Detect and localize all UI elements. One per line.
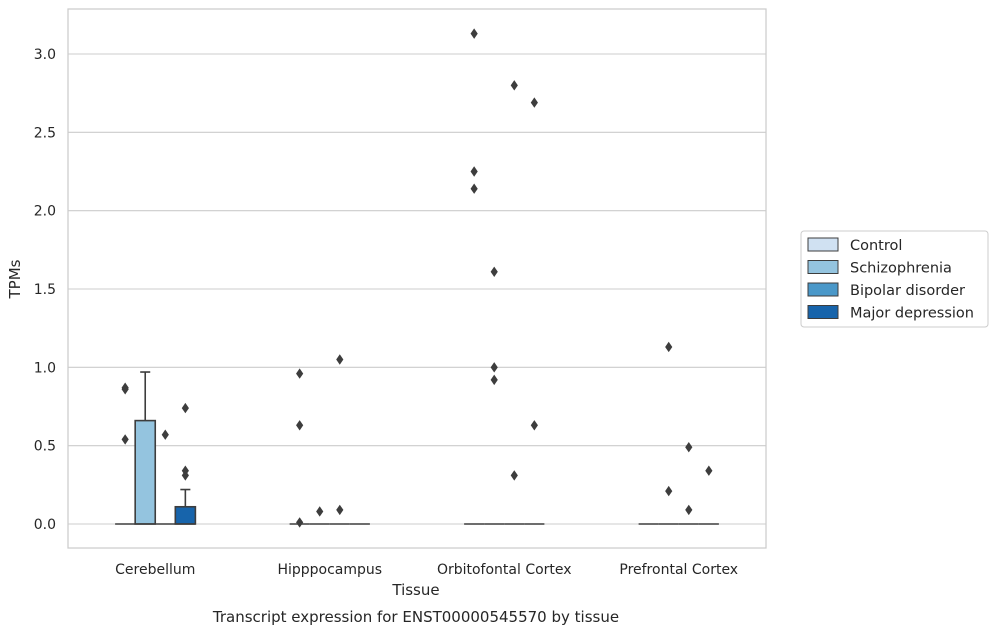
outlier-point bbox=[470, 183, 478, 194]
box-body bbox=[134, 419, 157, 525]
legend-label: Major depression bbox=[850, 306, 974, 322]
x-tick-label: Hipppocampus bbox=[277, 562, 382, 578]
box-2-2 bbox=[504, 80, 525, 525]
outlier-point bbox=[490, 362, 498, 373]
legend-label: Schizophrenia bbox=[850, 261, 952, 277]
box-3-2 bbox=[524, 97, 545, 525]
outlier-point bbox=[296, 368, 304, 379]
box-2-0 bbox=[155, 429, 176, 525]
box-0-1 bbox=[289, 368, 310, 528]
box-body bbox=[174, 505, 197, 525]
outlier-point bbox=[685, 504, 693, 516]
outlier-point bbox=[510, 470, 518, 481]
y-tick-label: 2.0 bbox=[34, 204, 56, 220]
legend: Control Schizophrenia Bipolar disorder Majo… bbox=[800, 230, 989, 328]
outlier-point bbox=[685, 442, 693, 453]
x-tick-label: Cerebellum bbox=[115, 562, 195, 578]
y-tick-label: 1.5 bbox=[34, 282, 56, 298]
outlier-point bbox=[530, 97, 538, 108]
box-2-1 bbox=[329, 354, 350, 525]
outlier-point bbox=[296, 420, 304, 431]
outlier-point bbox=[181, 402, 189, 414]
boxes-layer bbox=[115, 28, 719, 528]
x-axis-title: Tissue bbox=[391, 581, 439, 599]
gridlines bbox=[68, 53, 766, 525]
outlier-point bbox=[490, 374, 498, 386]
outlier-point bbox=[316, 506, 324, 517]
outlier-point bbox=[181, 465, 189, 476]
box-1-1 bbox=[309, 506, 330, 525]
outlier-point bbox=[665, 485, 673, 497]
y-tick-labels: 0.0 0.5 1.0 1.5 2.0 2.5 3.0 bbox=[34, 47, 56, 533]
outlier-point bbox=[336, 354, 344, 365]
y-tick-label: 0.5 bbox=[34, 439, 56, 455]
box-3-3 bbox=[698, 465, 719, 525]
outlier-point bbox=[510, 80, 518, 91]
plot-area-frame bbox=[67, 8, 767, 549]
x-tick-label: Prefrontal Cortex bbox=[619, 562, 738, 578]
x-tick-labels: Cerebellum Hipppocampus Orbitofontal Corte… bbox=[115, 562, 738, 578]
y-tick-label: 3.0 bbox=[34, 47, 56, 63]
outlier-point bbox=[121, 382, 129, 393]
outlier-point bbox=[121, 434, 129, 445]
box-1-2 bbox=[484, 266, 505, 525]
legend-swatch bbox=[807, 282, 839, 297]
outlier-point bbox=[470, 166, 478, 177]
y-tick-label: 2.5 bbox=[34, 125, 56, 141]
legend-swatch bbox=[807, 305, 839, 319]
outlier-point bbox=[490, 266, 498, 277]
outlier-point bbox=[665, 341, 673, 353]
box-0-2 bbox=[464, 28, 485, 525]
x-tick-label: Orbitofontal Cortex bbox=[437, 562, 572, 578]
legend-swatch bbox=[807, 260, 839, 274]
box-2-3 bbox=[678, 442, 699, 525]
outlier-point bbox=[296, 517, 304, 528]
outlier-point bbox=[470, 28, 478, 39]
y-tick-label: 0.0 bbox=[34, 517, 56, 533]
y-tick-label: 1.0 bbox=[34, 360, 56, 376]
chart-caption: Transcript expression for ENST0000054557… bbox=[212, 608, 619, 626]
box-3-0 bbox=[174, 402, 197, 525]
legend-frame bbox=[800, 230, 989, 328]
legend-label: Bipolar disorder bbox=[850, 283, 965, 299]
box-0-0 bbox=[115, 382, 136, 525]
legend-label: Control bbox=[850, 238, 902, 254]
outlier-point bbox=[161, 429, 169, 440]
legend-swatch bbox=[807, 237, 839, 252]
outlier-point bbox=[705, 465, 713, 476]
y-axis-title: TPMs bbox=[6, 259, 24, 299]
outlier-point bbox=[336, 504, 344, 516]
box-1-0 bbox=[134, 371, 157, 525]
outlier-point bbox=[530, 420, 538, 431]
box-1-3 bbox=[658, 341, 679, 525]
